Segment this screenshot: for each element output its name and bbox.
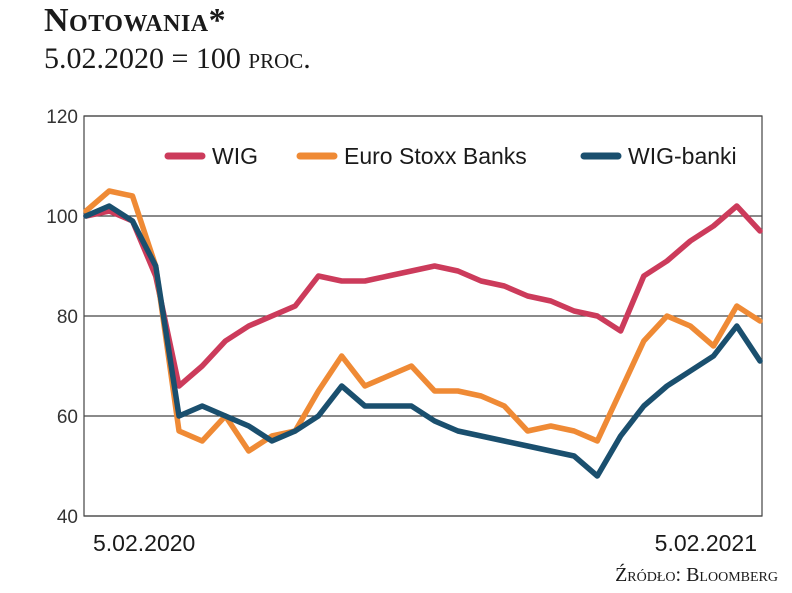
legend: WIG Euro Stoxx Banks WIG-banki [164, 143, 737, 169]
series-line-wig [83, 203, 763, 389]
legend-label-euro-stoxx-banks: Euro Stoxx Banks [344, 143, 527, 169]
y-tick-label: 100 [46, 207, 78, 228]
chart-subtitle: 5.02.2020 = 100 proc. [44, 42, 311, 75]
grid-lines [83, 115, 763, 517]
y-tick-label: 60 [57, 407, 78, 428]
series-lines [83, 188, 763, 479]
x-axis-ticks: 5.02.2020 5.02.2021 [93, 530, 757, 556]
x-tick-label-start: 5.02.2020 [93, 530, 195, 556]
y-tick-label: 80 [57, 307, 78, 328]
legend-label-wig: WIG [212, 143, 258, 169]
legend-label-wig-banki: WIG-banki [628, 143, 737, 169]
y-tick-label: 120 [46, 107, 78, 128]
chart-title: Notowania* [44, 2, 227, 39]
y-tick-label: 40 [57, 507, 78, 528]
y-axis-ticks: 120 100 80 60 40 [46, 107, 78, 528]
source-note: Źródło: Bloomberg [615, 564, 778, 586]
series-line-wig-banki [83, 203, 763, 479]
series-line-euro-stoxx-banks [83, 188, 763, 454]
x-tick-label-end: 5.02.2021 [655, 530, 757, 556]
